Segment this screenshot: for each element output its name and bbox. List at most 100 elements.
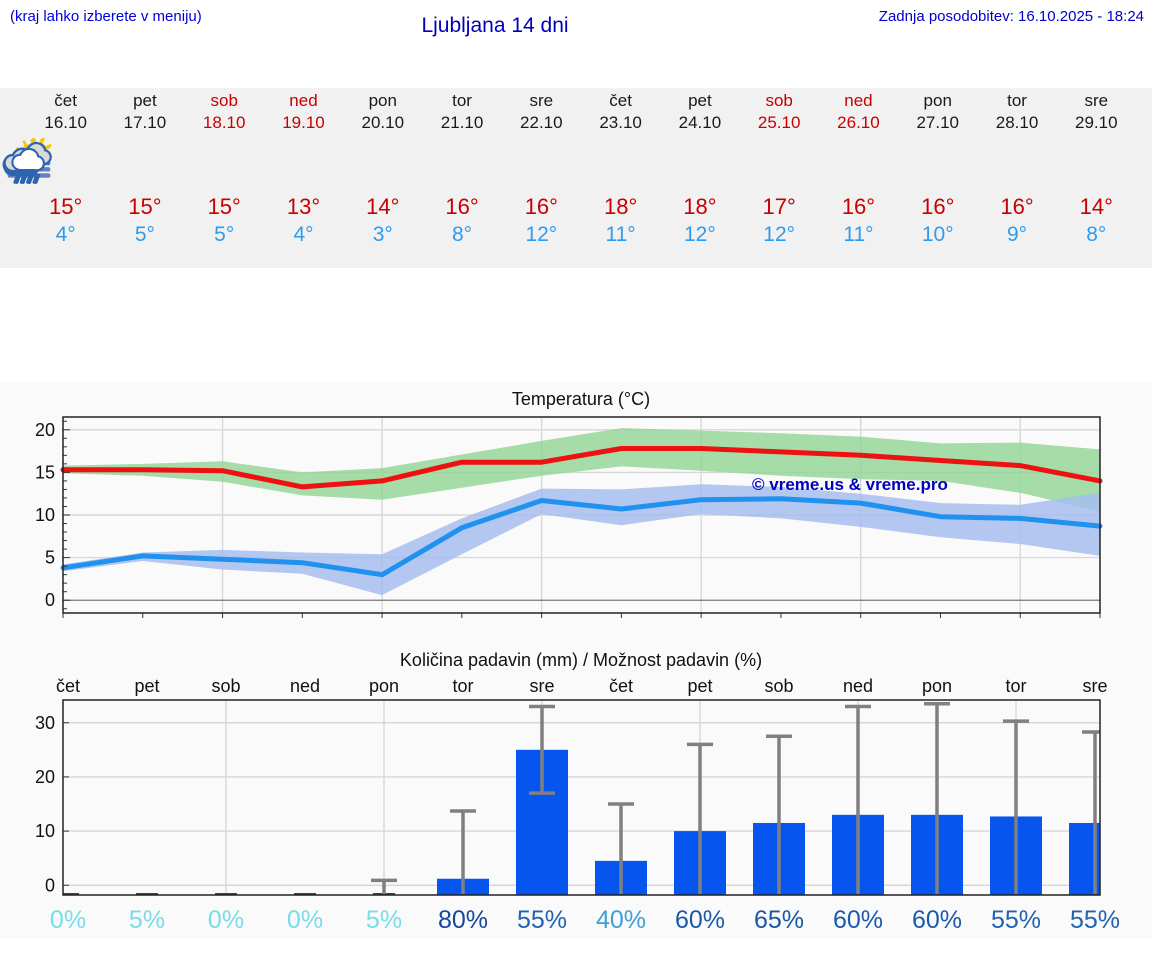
cloud-rain-icon bbox=[3, 136, 1056, 188]
precip-probability: 60% bbox=[675, 906, 725, 934]
precipitation-chart: čet pet sob ned pon tor sre čet pet sob ned pon tor s… bbox=[35, 676, 1120, 934]
day-name: sob bbox=[210, 91, 238, 110]
precip-y-tick-label: 30 bbox=[35, 713, 55, 733]
high-temperature: 16° bbox=[445, 194, 479, 219]
partly-cloudy-icon bbox=[3, 136, 422, 188]
precip-day-label: ned bbox=[843, 676, 873, 696]
low-temperature: 8° bbox=[1086, 223, 1107, 246]
precip-y-tick-label: 0 bbox=[45, 875, 55, 895]
precip-probability: 40% bbox=[596, 906, 646, 934]
day-date: 25.10 bbox=[757, 113, 801, 132]
low-temperature: 11° bbox=[843, 223, 874, 246]
precip-probability: 0% bbox=[50, 906, 86, 934]
day-column-22.10[interactable]: sre 22.10 16° 12° bbox=[2, 90, 581, 268]
precip-day-label: tor bbox=[1005, 676, 1026, 696]
day-date: 16.10 bbox=[44, 113, 87, 132]
precip-day-label: ned bbox=[290, 676, 320, 696]
day-column-21.10[interactable]: tor 21.10 16° 8° bbox=[3, 90, 501, 268]
day-date: 17.10 bbox=[123, 113, 167, 132]
max-range-band bbox=[63, 428, 1100, 512]
day-date: 20.10 bbox=[361, 113, 405, 132]
day-column-28.10[interactable]: tor 28.10 16° 9° bbox=[3, 90, 1056, 268]
day-column-27.10[interactable]: pon 27.10 16° 10° bbox=[3, 90, 977, 268]
temperature-chart-title: Temperatura (°C) bbox=[511, 389, 651, 409]
day-date: 24.10 bbox=[678, 113, 722, 132]
day-column-19.10[interactable]: ned 19.10 13° 4° bbox=[3, 90, 343, 268]
low-temperature: 3° bbox=[372, 223, 393, 246]
high-temperature: 14° bbox=[366, 194, 400, 219]
precip-day-label: čet bbox=[609, 676, 633, 696]
low-temperature: 9° bbox=[1006, 223, 1028, 246]
low-temperature: 4° bbox=[55, 223, 76, 246]
day-date: 23.10 bbox=[599, 113, 642, 132]
high-temperature: 18° bbox=[603, 194, 638, 219]
day-column-24.10[interactable]: pet 24.10 18° 12° bbox=[3, 90, 739, 268]
day-date: 28.10 bbox=[995, 113, 1039, 132]
precip-probability: 55% bbox=[1070, 906, 1120, 934]
day-date: 21.10 bbox=[440, 113, 484, 132]
high-temperature: 15° bbox=[49, 194, 83, 219]
high-temperature: 14° bbox=[1079, 194, 1113, 219]
precip-probability: 65% bbox=[754, 906, 804, 934]
sun-cloud-rain-icon bbox=[2, 136, 660, 188]
sun-cloud-rain-icon bbox=[2, 136, 581, 188]
day-column-23.10[interactable]: čet 23.10 18° 11° bbox=[2, 90, 660, 268]
daily-forecast-strip: čet 16.10 15° 4° pet 17.10 15° 5° sob 18.10 15° 5° n… bbox=[0, 88, 1152, 268]
high-temperature: 16° bbox=[921, 194, 955, 219]
last-update-label: Zadnja posodobitev: 16.10.2025 - 18:24 bbox=[878, 8, 1144, 25]
precip-zero-mark bbox=[63, 893, 79, 895]
precip-probability: 0% bbox=[287, 906, 323, 934]
low-temperature: 12° bbox=[525, 223, 558, 246]
sun-fog-icon bbox=[7, 136, 184, 188]
temp-y-tick-label: 10 bbox=[35, 505, 55, 525]
precipitation-chart-title: Količina padavin (mm) / Možnost padavin … bbox=[399, 650, 763, 670]
temperature-chart: 0 5 10 15 20 © vreme.us & vreme.pro bbox=[35, 416, 1103, 618]
temp-y-tick-label: 20 bbox=[35, 420, 55, 440]
precip-zero-mark bbox=[136, 893, 158, 895]
precip-day-label: sob bbox=[764, 676, 793, 696]
day-column-25.10[interactable]: sob 25.10 17° 12° bbox=[3, 90, 819, 268]
temp-y-tick-label: 0 bbox=[45, 590, 55, 610]
partly-cloudy-icon bbox=[3, 136, 343, 188]
day-column-20.10[interactable]: pon 20.10 14° 3° bbox=[3, 90, 422, 268]
day-name: čet bbox=[54, 91, 77, 110]
day-date: 19.10 bbox=[282, 113, 325, 132]
day-date: 29.10 bbox=[1075, 113, 1118, 132]
day-column-26.10[interactable]: ned 26.10 16° 11° bbox=[3, 90, 898, 268]
high-temperature: 15° bbox=[128, 194, 162, 219]
day-name: pon bbox=[923, 91, 952, 110]
precip-day-label: tor bbox=[452, 676, 473, 696]
day-name: sre bbox=[1084, 91, 1109, 110]
day-name: pet bbox=[133, 91, 157, 110]
day-name: čet bbox=[609, 91, 632, 110]
precip-probability: 60% bbox=[912, 906, 962, 934]
precip-y-tick-label: 20 bbox=[35, 767, 55, 787]
day-column-17.10[interactable]: pet 17.10 15° 5° bbox=[7, 90, 184, 268]
low-temperature: 5° bbox=[214, 223, 235, 246]
cloud-rain-icon bbox=[3, 136, 977, 188]
menu-hint-link[interactable]: (kraj lahko izberete v meniju) bbox=[10, 8, 202, 25]
day-name: ned bbox=[844, 91, 873, 110]
precip-day-label: pet bbox=[687, 676, 712, 696]
watermark: © vreme.us & vreme.pro bbox=[752, 475, 948, 494]
day-name: pon bbox=[368, 91, 397, 110]
precip-probability: 60% bbox=[833, 906, 883, 934]
precip-day-label: čet bbox=[56, 676, 80, 696]
day-name: ned bbox=[289, 91, 318, 110]
precip-day-label: pet bbox=[134, 676, 159, 696]
high-temperature: 16° bbox=[1000, 194, 1034, 219]
high-temperature: 18° bbox=[683, 194, 717, 219]
low-temperature: 10° bbox=[921, 223, 954, 246]
cloud-rain-icon bbox=[3, 136, 898, 188]
precip-y-tick-label: 10 bbox=[35, 821, 55, 841]
precip-probability: 0% bbox=[208, 906, 244, 934]
high-temperature: 16° bbox=[524, 194, 558, 219]
high-temperature: 15° bbox=[207, 194, 241, 219]
precip-probability: 55% bbox=[991, 906, 1041, 934]
precip-probability: 5% bbox=[129, 906, 165, 934]
day-column-18.10[interactable]: sob 18.10 15° 5° bbox=[3, 90, 264, 268]
day-column-29.10[interactable]: sre 29.10 14° 8° bbox=[3, 90, 1136, 268]
max-temperature-line bbox=[60, 446, 1103, 490]
low-temperature: 11° bbox=[605, 223, 636, 246]
